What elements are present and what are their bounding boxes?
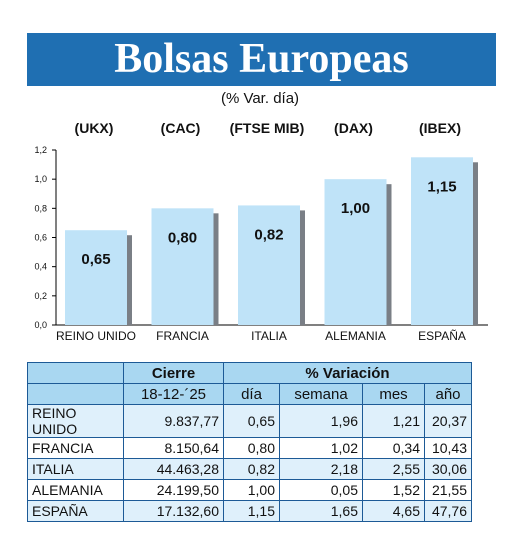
index-code-label: (IBEX): [419, 120, 461, 136]
x-category-label: FRANCIA: [156, 329, 209, 343]
header-semana: semana: [279, 383, 363, 405]
row-variation-value: 1,21: [362, 404, 425, 438]
y-tick-label: 0,8: [34, 203, 47, 213]
row-market-name: ITALIA: [27, 458, 124, 480]
index-code-label: (UKX): [75, 120, 114, 136]
row-market-name: ALEMANIA: [27, 479, 124, 501]
bar-value-label: 0,80: [168, 229, 197, 246]
bar-value-label: 1,00: [341, 200, 370, 217]
row-variation-value: 1,02: [279, 437, 363, 459]
row-market-name: FRANCIA: [27, 437, 124, 459]
x-category-label: ITALIA: [251, 329, 287, 343]
row-variation-value: 2,55: [362, 458, 425, 480]
table-row: ITALIA 44.463,28 0,82 2,18 2,55 30,06: [27, 458, 472, 480]
index-code-label: (FTSE MIB): [230, 120, 305, 136]
chart-title: Bolsas Europeas: [27, 33, 496, 86]
x-category-label: REINO UNIDO: [56, 329, 136, 343]
row-variation-value: 1,65: [279, 500, 363, 522]
bar: [151, 208, 214, 325]
y-tick-label: 1,0: [34, 174, 47, 184]
bar-value-label: 1,15: [427, 178, 456, 195]
row-variation-value: 0,80: [223, 437, 280, 459]
table-row: FRANCIA 8.150,64 0,80 1,02 0,34 10,43: [27, 437, 472, 459]
table-row: REINO UNIDO 9.837,77 0,65 1,96 1,21 20,37: [27, 404, 472, 438]
header-date: 18-12-´25: [123, 383, 224, 405]
header-variacion: % Variación: [223, 362, 472, 384]
row-variation-value: 1,96: [279, 404, 363, 438]
y-tick-label: 0,2: [34, 291, 47, 301]
row-variation-value: 47,76: [424, 500, 472, 522]
chart-subtitle: (% Var. día): [220, 90, 300, 107]
index-code-label: (DAX): [334, 120, 373, 136]
row-close-value: 17.132,60: [123, 500, 224, 522]
row-variation-value: 21,55: [424, 479, 472, 501]
row-variation-value: 30,06: [424, 458, 472, 480]
row-close-value: 44.463,28: [123, 458, 224, 480]
table-row: ESPAÑA 17.132,60 1,15 1,65 4,65 47,76: [27, 500, 472, 522]
row-variation-value: 10,43: [424, 437, 472, 459]
row-variation-value: 1,00: [223, 479, 280, 501]
row-variation-value: 1,52: [362, 479, 425, 501]
row-variation-value: 0,65: [223, 404, 280, 438]
row-variation-value: 0,82: [223, 458, 280, 480]
bar: [411, 157, 473, 325]
y-tick-label: 0,6: [34, 233, 47, 243]
bar: [324, 179, 387, 325]
row-variation-value: 20,37: [424, 404, 472, 438]
index-code-label: (CAC): [161, 120, 201, 136]
data-table: Cierre % Variación 18-12-´25 día semana …: [27, 362, 472, 522]
row-close-value: 8.150,64: [123, 437, 224, 459]
y-tick-label: 1,2: [34, 145, 47, 155]
header-mes: mes: [362, 383, 425, 405]
row-variation-value: 2,18: [279, 458, 363, 480]
table-header-row: Cierre % Variación: [27, 362, 472, 384]
bar: [238, 205, 300, 325]
row-market-name: REINO UNIDO: [27, 404, 124, 438]
x-category-label: ALEMANIA: [325, 329, 386, 343]
y-tick-label: 0,0: [34, 320, 47, 330]
row-variation-value: 0,05: [279, 479, 363, 501]
header-ano: año: [424, 383, 472, 405]
row-variation-value: 1,15: [223, 500, 280, 522]
header-empty-cell: [27, 362, 124, 384]
row-variation-value: 4,65: [362, 500, 425, 522]
header-cierre: Cierre: [123, 362, 224, 384]
bar: [65, 230, 127, 325]
row-market-name: ESPAÑA: [27, 500, 124, 522]
data-table-wrapper: Cierre % Variación 18-12-´25 día semana …: [27, 362, 472, 522]
y-tick-label: 0,4: [34, 262, 47, 272]
header-dia: día: [223, 383, 280, 405]
x-category-label: ESPAÑA: [418, 329, 466, 343]
bar-value-label: 0,82: [254, 226, 283, 243]
row-close-value: 9.837,77: [123, 404, 224, 438]
table-row: ALEMANIA 24.199,50 1,00 0,05 1,52 21,55: [27, 479, 472, 501]
row-close-value: 24.199,50: [123, 479, 224, 501]
bar-value-label: 0,65: [81, 251, 110, 268]
row-variation-value: 0,34: [362, 437, 425, 459]
bar-chart: 0,0 0,2 0,4 0,6 0,8 1,0 1,2 0,65 REINO UNIDO (UKX…: [34, 120, 488, 343]
subheader-empty-cell: [27, 383, 124, 405]
table-subheader-row: 18-12-´25 día semana mes año: [27, 383, 472, 405]
